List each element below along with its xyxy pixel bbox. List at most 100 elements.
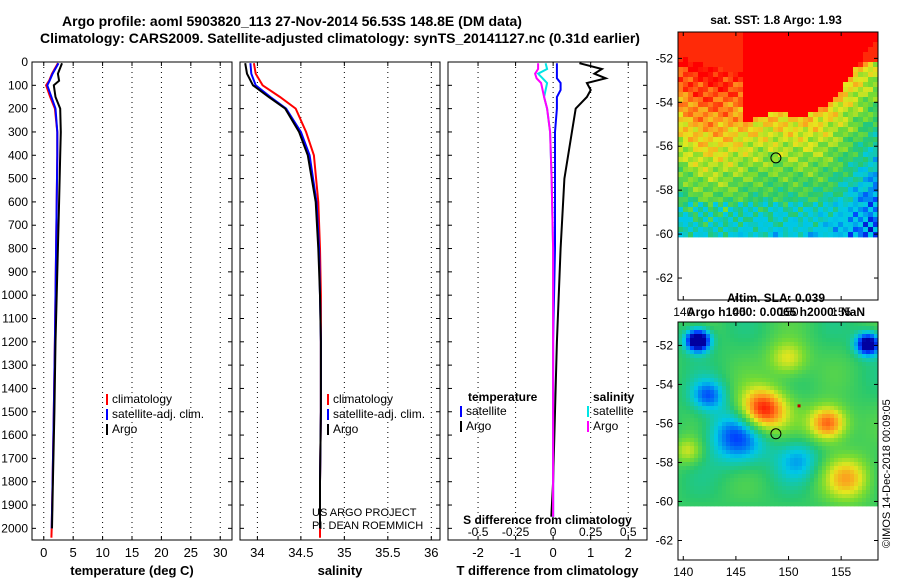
sla-cell bbox=[778, 338, 783, 343]
sla-cell bbox=[870, 366, 875, 371]
sst-cell bbox=[683, 202, 689, 208]
sst-cell bbox=[778, 37, 784, 43]
sla-cell bbox=[682, 390, 687, 395]
sla-cell bbox=[846, 422, 851, 427]
sst-cell bbox=[708, 67, 714, 73]
sst-cell bbox=[858, 162, 864, 168]
sst-cell bbox=[693, 57, 699, 63]
sla-cell bbox=[854, 350, 859, 355]
sst-cell bbox=[693, 147, 699, 153]
sst-xtick-label: 155 bbox=[831, 305, 851, 319]
sst-cell bbox=[748, 142, 754, 148]
sst-cell bbox=[733, 132, 739, 138]
sst-cell bbox=[863, 32, 869, 38]
sst-cell bbox=[873, 147, 879, 153]
sla-cell bbox=[702, 390, 707, 395]
figure-title-line1: Argo profile: aoml 5903820_113 27-Nov-20… bbox=[62, 13, 522, 29]
sla-cell bbox=[746, 378, 751, 383]
sst-cell bbox=[773, 117, 779, 123]
sst-cell bbox=[723, 102, 729, 108]
sla-cell bbox=[814, 402, 819, 407]
sla-cell bbox=[802, 398, 807, 403]
sla-cell bbox=[778, 398, 783, 403]
sla-cell bbox=[710, 426, 715, 431]
sla-cell bbox=[834, 406, 839, 411]
sst-cell bbox=[728, 62, 734, 68]
sst-cell bbox=[778, 197, 784, 203]
sla-cell bbox=[806, 370, 811, 375]
sla-cell bbox=[822, 334, 827, 339]
sla-cell bbox=[774, 442, 779, 447]
sla-cell bbox=[874, 418, 879, 423]
sla-cell bbox=[838, 414, 843, 419]
sla-cell bbox=[834, 454, 839, 459]
sst-cell bbox=[838, 212, 844, 218]
sla-cell bbox=[786, 346, 791, 351]
sst-cell bbox=[833, 212, 839, 218]
sst-cell bbox=[718, 77, 724, 83]
sla-cell bbox=[706, 350, 711, 355]
sst-cell bbox=[778, 117, 784, 123]
sla-cell bbox=[726, 482, 731, 487]
sla-cell bbox=[738, 422, 743, 427]
sla-cell bbox=[798, 342, 803, 347]
sla-cell bbox=[782, 374, 787, 379]
sla-cell bbox=[766, 454, 771, 459]
sla-cell bbox=[754, 378, 759, 383]
sst-cell bbox=[753, 32, 759, 38]
sla-cell bbox=[854, 378, 859, 383]
sst-cell bbox=[828, 222, 834, 228]
sst-cell bbox=[863, 227, 869, 233]
sst-cell bbox=[733, 67, 739, 73]
sst-cell bbox=[798, 192, 804, 198]
sla-cell bbox=[782, 418, 787, 423]
sla-cell bbox=[758, 430, 763, 435]
sla-cell bbox=[730, 490, 735, 495]
sla-cell bbox=[782, 490, 787, 495]
sst-cell bbox=[868, 62, 874, 68]
sst-cell bbox=[788, 47, 794, 53]
sst-cell bbox=[803, 182, 809, 188]
sst-cell bbox=[763, 197, 769, 203]
depth-tick-label: 700 bbox=[8, 218, 28, 232]
sla-cell bbox=[790, 338, 795, 343]
sla-cell bbox=[838, 462, 843, 467]
sst-cell bbox=[778, 92, 784, 98]
sla-cell bbox=[846, 330, 851, 335]
sla-cell bbox=[826, 442, 831, 447]
sst-cell bbox=[733, 62, 739, 68]
sla-cell bbox=[694, 458, 699, 463]
sst-cell bbox=[803, 77, 809, 83]
sst-cell bbox=[758, 87, 764, 93]
sla-cell bbox=[786, 438, 791, 443]
sla-cell bbox=[870, 470, 875, 475]
sst-cell bbox=[688, 52, 694, 58]
sst-cell bbox=[808, 32, 814, 38]
sla-cell bbox=[782, 438, 787, 443]
sla-cell bbox=[750, 490, 755, 495]
sla-cell bbox=[722, 430, 727, 435]
sla-cell bbox=[686, 322, 691, 327]
sst-cell bbox=[873, 202, 879, 208]
sla-cell bbox=[810, 358, 815, 363]
sst-cell bbox=[853, 222, 859, 228]
sst-cell bbox=[843, 112, 849, 118]
sst-cell bbox=[793, 102, 799, 108]
sla-argo-marker bbox=[770, 428, 782, 440]
sst-cell bbox=[813, 57, 819, 63]
sla-cell bbox=[714, 398, 719, 403]
sst-cell bbox=[748, 227, 754, 233]
sla-cell bbox=[718, 466, 723, 471]
sla-cell bbox=[838, 394, 843, 399]
sst-cell bbox=[688, 107, 694, 113]
sst-cell bbox=[708, 182, 714, 188]
diff-s-tick-label: 0.5 bbox=[620, 525, 637, 539]
sla-cell bbox=[682, 342, 687, 347]
sst-cell bbox=[698, 47, 704, 53]
sla-cell bbox=[734, 398, 739, 403]
sla-cell bbox=[810, 502, 815, 507]
sst-cell bbox=[773, 142, 779, 148]
sla-cell bbox=[862, 374, 867, 379]
sla-cell bbox=[870, 398, 875, 403]
sst-cell bbox=[773, 177, 779, 183]
